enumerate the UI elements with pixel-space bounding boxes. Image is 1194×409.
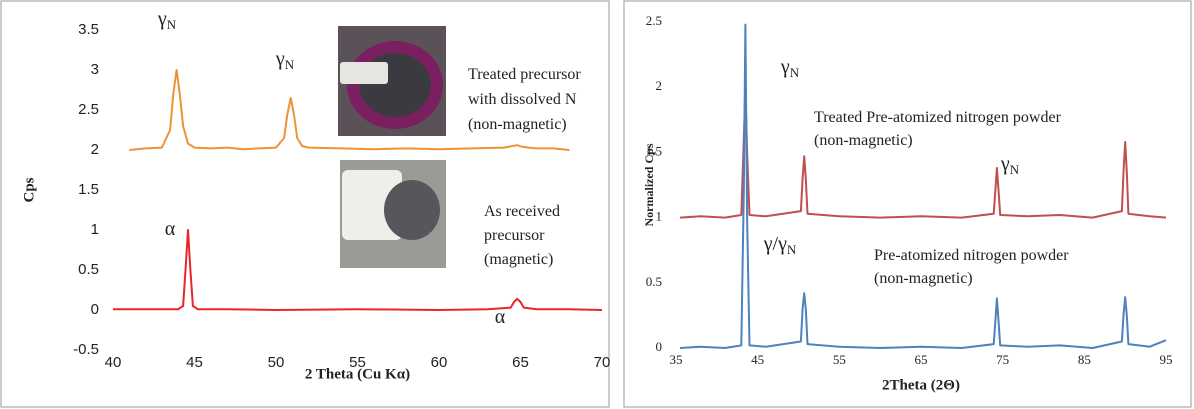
figure: -0.5 0 0.5 1 1.5 2 2.5 3 3.5 40 45 50 55 60 65 70 2 Thet… <box>0 0 1194 409</box>
x-tick-label: 50 <box>268 354 285 371</box>
y-tick-label: 0 <box>656 339 663 354</box>
annotation-text: γ <box>780 56 790 78</box>
annotation: As received <box>484 203 560 220</box>
annotation: γN <box>157 8 177 32</box>
y-tick-label: 3 <box>91 61 99 78</box>
annotation: Treated precursor <box>468 66 581 83</box>
photo-received <box>340 160 446 268</box>
annotation-subscript: N <box>1010 162 1020 177</box>
panel-frame <box>624 1 1191 407</box>
annotation: precursor <box>484 227 545 244</box>
annotation: (non-magnetic) <box>874 270 973 287</box>
y-tick-label: 2.5 <box>78 101 99 118</box>
y-tick-label: 2 <box>91 141 99 158</box>
annotation: Treated Pre-atomized nitrogen powder <box>814 109 1062 126</box>
annotation-text: γ <box>157 8 167 30</box>
y-tick-label: 1.5 <box>78 181 99 198</box>
y-axis-title: Normalized Cps <box>642 143 656 226</box>
annotation: γ/γN <box>763 233 797 257</box>
x-tick-label: 75 <box>996 352 1009 367</box>
annotation-text: (non-magnetic) <box>468 116 567 133</box>
annotation: γN <box>1000 153 1020 177</box>
annotation: (magnetic) <box>484 251 553 268</box>
annotation-subscript: N <box>790 65 800 80</box>
annotation-text: (non-magnetic) <box>874 270 973 287</box>
annotation: γN <box>780 56 800 80</box>
photo-treated <box>338 26 446 136</box>
x-tick-label: 40 <box>105 354 122 371</box>
annotation-text: α <box>165 218 176 240</box>
x-tick-label: 65 <box>915 352 928 367</box>
annotation-text: γ <box>1000 153 1010 175</box>
annotation-subscript: N <box>787 242 797 257</box>
x-tick-label: 60 <box>431 354 448 371</box>
x-tick-label: 45 <box>751 352 764 367</box>
y-tick-label: 3.5 <box>78 21 99 38</box>
y-tick-label: 0 <box>91 301 99 318</box>
annotation-text: precursor <box>484 227 545 244</box>
x-tick-label: 95 <box>1160 352 1173 367</box>
annotation: α <box>165 218 176 240</box>
annotation-text: Treated Pre-atomized nitrogen powder <box>814 109 1062 126</box>
x-tick-label: 35 <box>670 352 683 367</box>
x-tick-label: 55 <box>833 352 846 367</box>
x-tick-label: 70 <box>594 354 611 371</box>
annotation: γN <box>275 48 295 72</box>
annotation-text: γ/γ <box>763 233 787 255</box>
annotation-text: (non-magnetic) <box>814 132 913 149</box>
x-tick-label: 85 <box>1078 352 1091 367</box>
y-tick-label: 1 <box>656 209 663 224</box>
annotation: (non-magnetic) <box>814 132 913 149</box>
annotation-text: α <box>495 306 506 328</box>
x-axis-title: 2Theta (2Θ) <box>882 377 960 393</box>
y-tick-label: 1 <box>91 221 99 238</box>
annotation-text: (magnetic) <box>484 251 553 268</box>
annotation: with dissolved N <box>468 91 577 108</box>
data-line <box>680 25 1166 348</box>
y-tick-label: -0.5 <box>73 341 99 358</box>
annotation: (non-magnetic) <box>468 116 567 133</box>
annotation: α <box>495 306 506 328</box>
y-tick-label: 0.5 <box>78 261 99 278</box>
x-tick-label: 65 <box>512 354 529 371</box>
annotation: Pre-atomized nitrogen powder <box>874 247 1069 264</box>
x-axis-title: 2 Theta (Cu Kα) <box>305 366 410 382</box>
annotation-subscript: N <box>167 17 177 32</box>
annotation-subscript: N <box>285 57 295 72</box>
annotation-text: Pre-atomized nitrogen powder <box>874 247 1069 264</box>
annotation-text: Treated precursor <box>468 66 581 83</box>
x-tick-label: 45 <box>186 354 203 371</box>
annotation-text: As received <box>484 203 560 220</box>
y-axis-title: Cps <box>21 177 37 202</box>
annotation-text: with dissolved N <box>468 91 577 108</box>
y-tick-label: 0.5 <box>646 274 662 289</box>
y-tick-label: 2.5 <box>646 13 662 28</box>
annotation-text: γ <box>275 48 285 70</box>
data-line <box>680 87 1166 217</box>
y-tick-label: 2 <box>656 78 663 93</box>
